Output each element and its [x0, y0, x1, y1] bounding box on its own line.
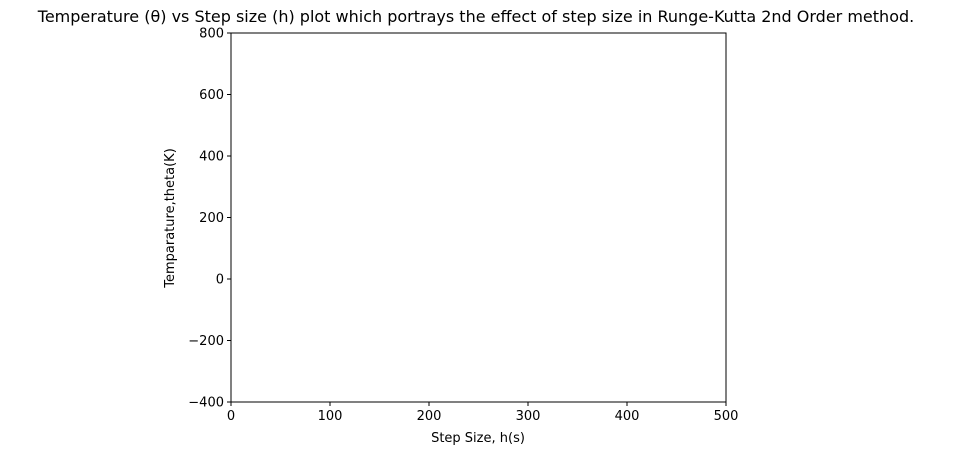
x-tick-label: 400: [615, 409, 640, 424]
x-tick-label: 0: [227, 409, 235, 424]
plot-area: [230, 32, 727, 403]
y-tick-label: −400: [188, 396, 224, 411]
y-tick-label: 0: [216, 273, 224, 288]
x-tick-label: 200: [417, 409, 442, 424]
y-tick-label: 400: [199, 150, 224, 165]
x-tick-label: 100: [318, 409, 343, 424]
x-tick-label: 500: [714, 409, 739, 424]
y-axis-label: Temparature,theta(K): [163, 148, 178, 289]
y-axis: −400 −200 0 200 400 600 800: [188, 27, 231, 411]
y-tick-label: 600: [199, 88, 224, 103]
chart-title: Temperature (θ) vs Step size (h) plot wh…: [37, 7, 914, 26]
y-tick-label: 200: [199, 211, 224, 226]
x-tick-label: 300: [516, 409, 541, 424]
x-axis-label: Step Size, h(s): [431, 431, 525, 446]
y-tick-label: −200: [188, 334, 224, 349]
y-tick-label: 800: [199, 27, 224, 42]
x-axis: 0 100 200 300 400 500: [227, 402, 739, 424]
